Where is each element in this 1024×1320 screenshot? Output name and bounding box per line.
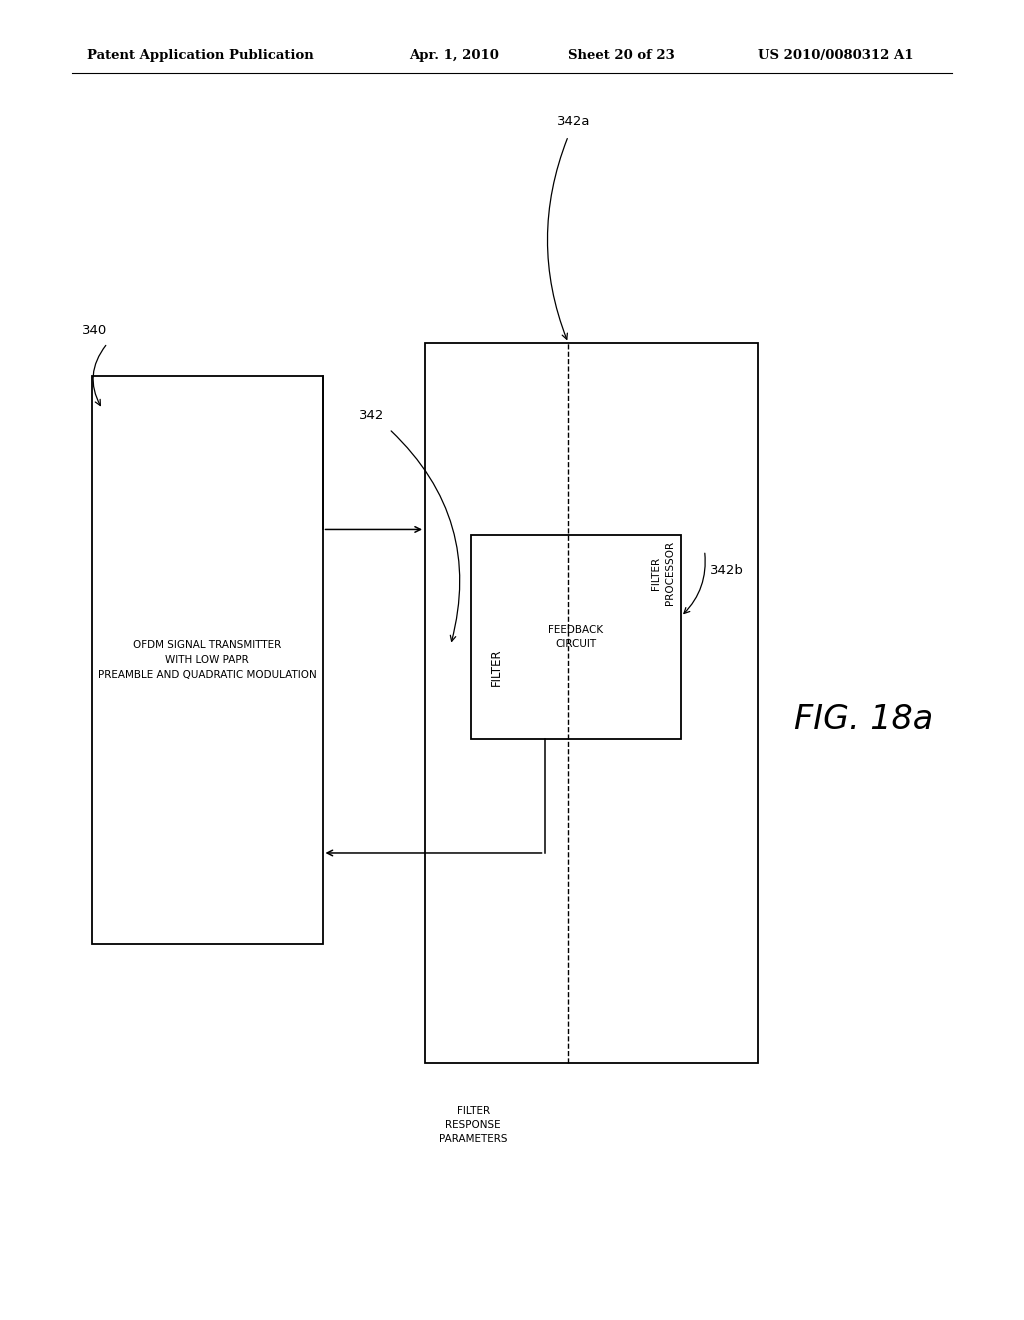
Text: 342a: 342a (557, 115, 590, 128)
Bar (92, 376, 323, 944)
Text: US 2010/0080312 A1: US 2010/0080312 A1 (758, 49, 913, 62)
Text: Apr. 1, 2010: Apr. 1, 2010 (410, 49, 500, 62)
Text: FILTER
PROCESSOR: FILTER PROCESSOR (651, 541, 675, 606)
Text: FIG. 18a: FIG. 18a (794, 702, 933, 737)
Text: FEEDBACK
CIRCUIT: FEEDBACK CIRCUIT (549, 624, 603, 649)
Text: Sheet 20 of 23: Sheet 20 of 23 (568, 49, 675, 62)
Text: Patent Application Publication: Patent Application Publication (87, 49, 313, 62)
Text: FILTER
RESPONSE
PARAMETERS: FILTER RESPONSE PARAMETERS (439, 1106, 507, 1143)
Text: OFDM SIGNAL TRANSMITTER
WITH LOW PAPR
PREAMBLE AND QUADRATIC MODULATION: OFDM SIGNAL TRANSMITTER WITH LOW PAPR PR… (98, 640, 316, 680)
Text: 342b: 342b (710, 564, 743, 577)
Text: 340: 340 (82, 323, 108, 337)
Bar (471, 535, 681, 739)
Text: 342: 342 (358, 409, 384, 422)
Bar (425, 343, 758, 1063)
Text: FILTER: FILTER (490, 648, 503, 686)
